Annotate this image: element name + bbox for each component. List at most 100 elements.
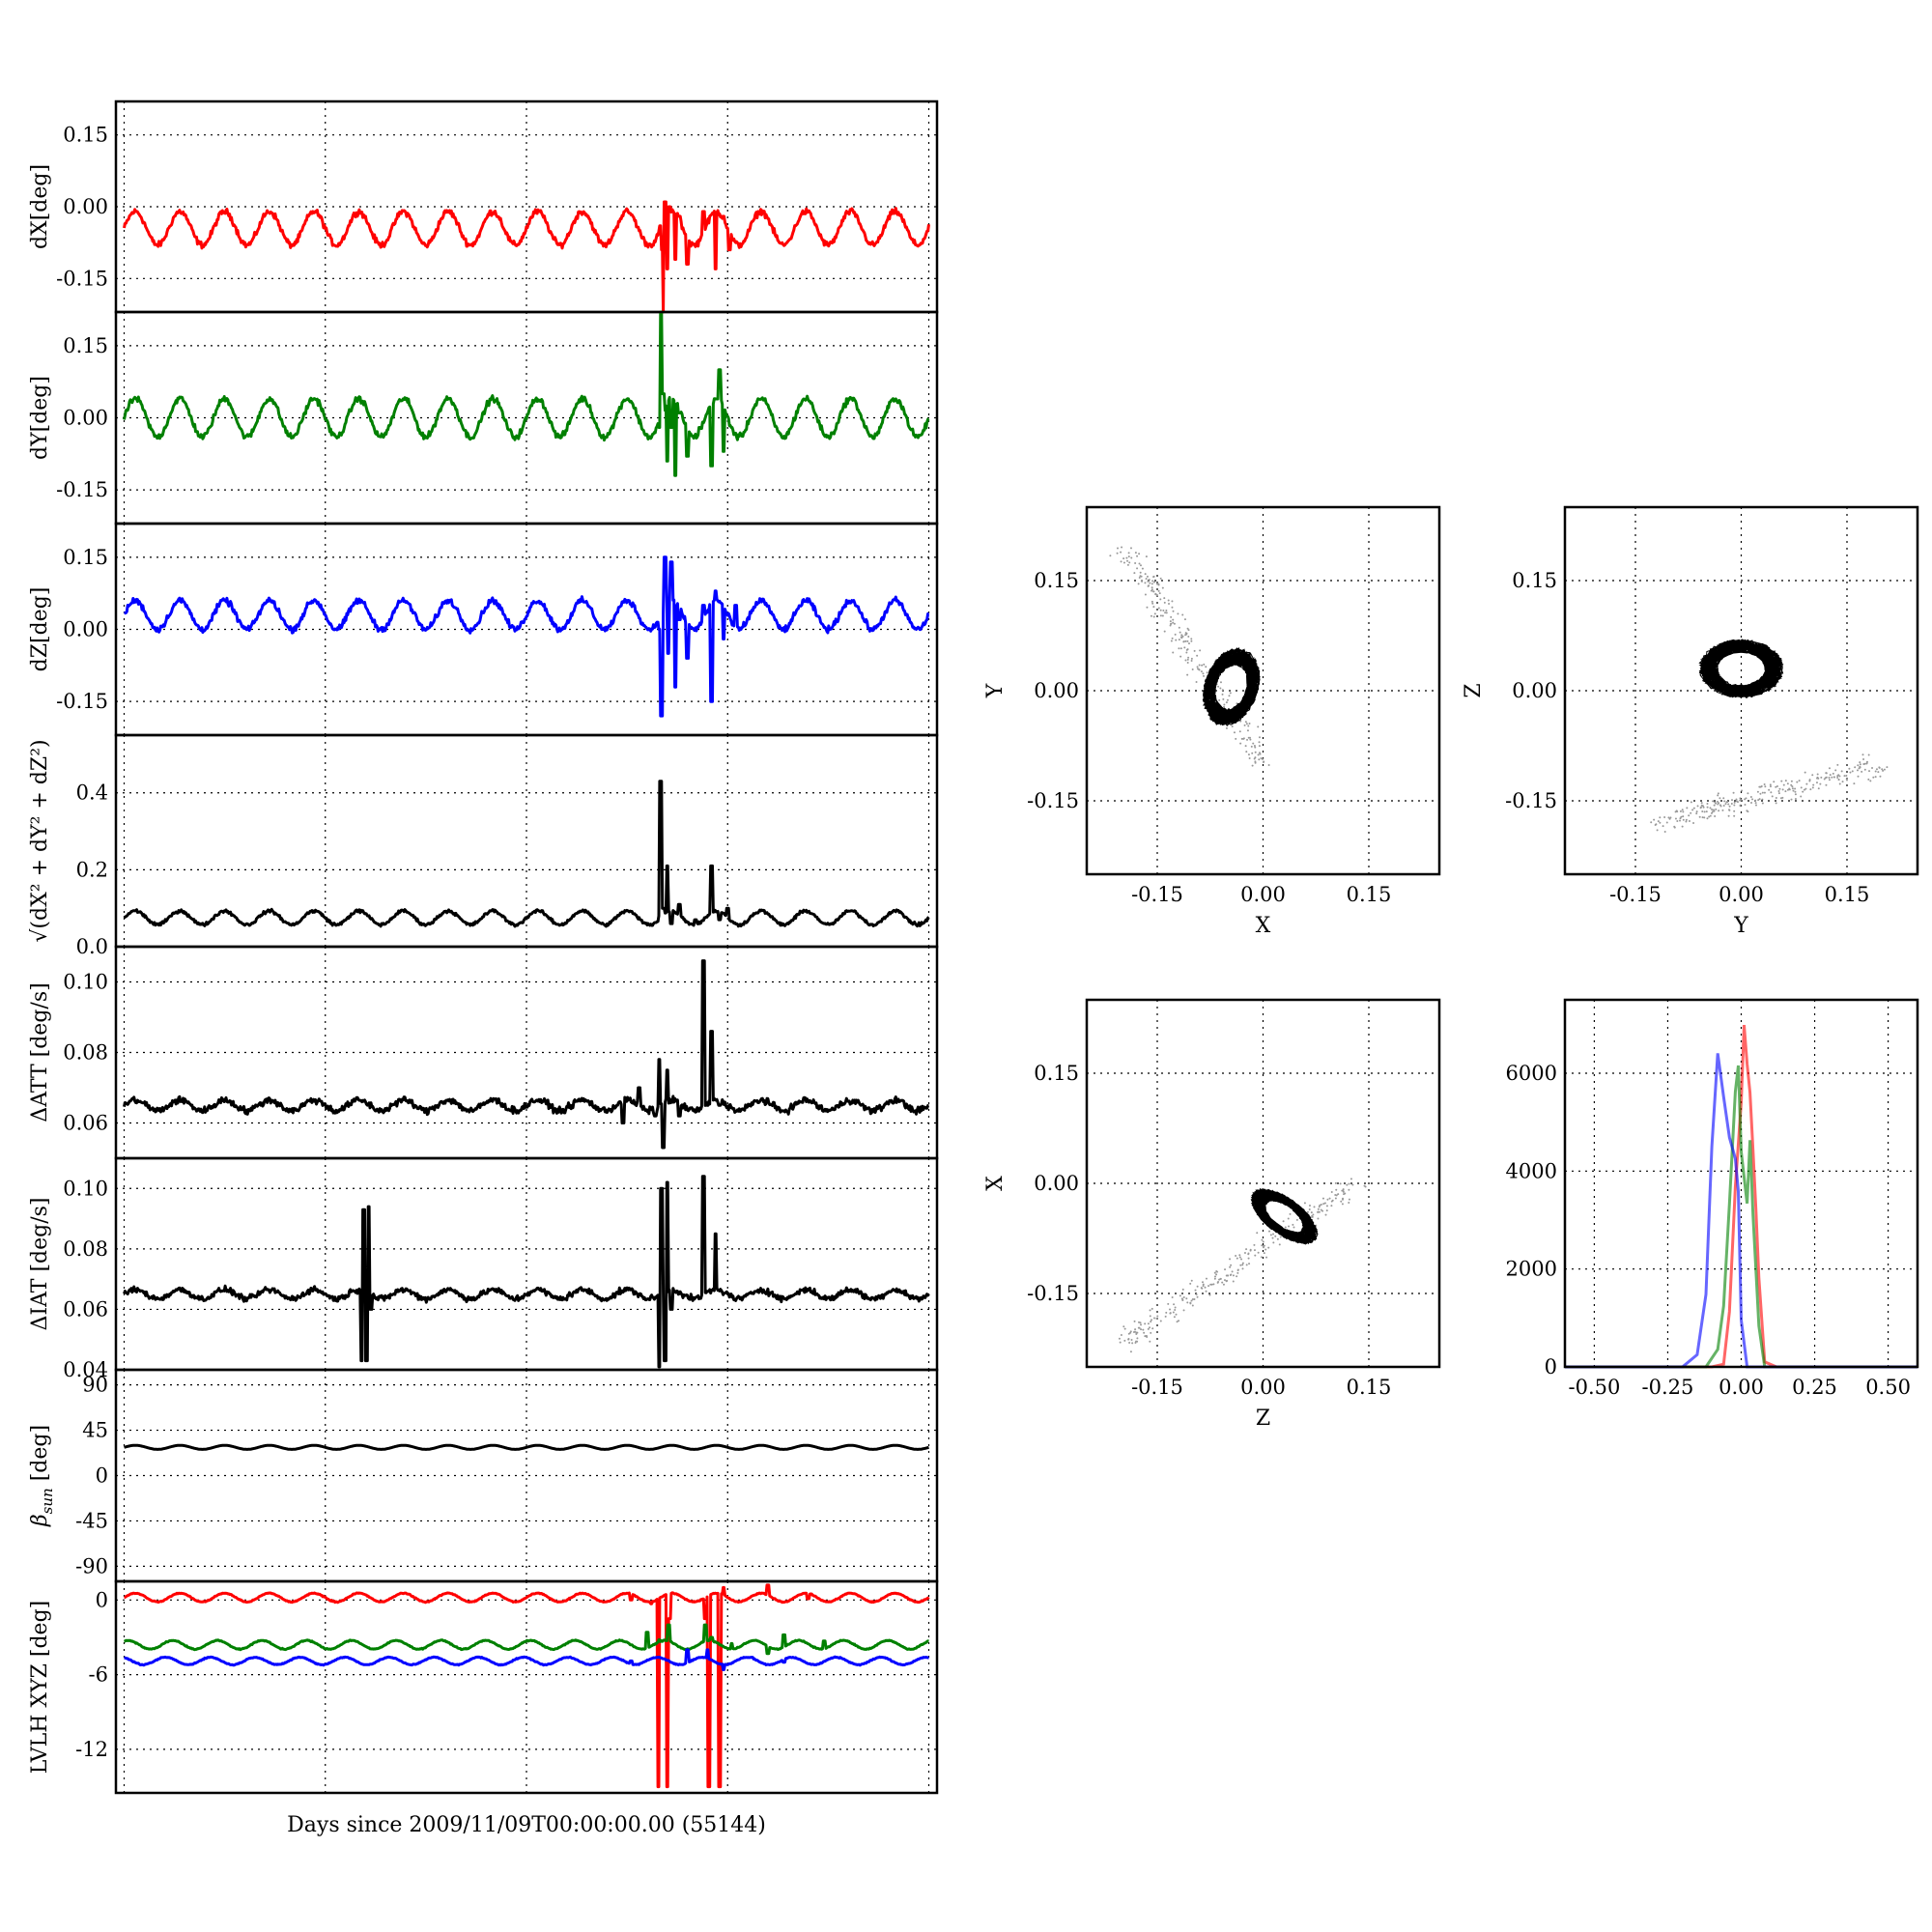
xtick-label: -0.50 xyxy=(1568,1376,1620,1399)
scatter-point xyxy=(1147,580,1150,582)
scatter-point xyxy=(1253,745,1256,748)
scatter-point xyxy=(1709,807,1712,810)
scatter-point xyxy=(1348,1182,1350,1185)
scatter-point xyxy=(1186,662,1189,665)
scatter-point xyxy=(1867,753,1870,756)
scatter-point xyxy=(1776,784,1778,787)
scatter-point xyxy=(1128,1342,1131,1345)
scatter-point xyxy=(1152,590,1155,593)
scatter-point xyxy=(1663,816,1666,819)
scatter-point xyxy=(1838,782,1841,785)
scatter-point xyxy=(1240,737,1243,740)
scatter-point xyxy=(1136,1340,1139,1343)
scatter-trace xyxy=(1250,1187,1319,1245)
scatter-point xyxy=(1321,1209,1324,1212)
scatter-point xyxy=(1222,1283,1225,1286)
scatter-point xyxy=(1825,783,1828,786)
scatter-point xyxy=(1225,1280,1228,1283)
scatter-point xyxy=(1196,1295,1199,1298)
scatter-point xyxy=(1841,781,1844,783)
scatter-point xyxy=(1745,797,1747,800)
axes-frame xyxy=(1563,998,1919,1369)
scatter-point xyxy=(1714,801,1717,804)
scatter-point xyxy=(1179,636,1182,639)
scatter-point xyxy=(1343,1193,1346,1196)
scatter-point xyxy=(1292,1223,1294,1226)
scatter-point xyxy=(1659,821,1662,824)
scatter-point xyxy=(1205,1290,1208,1293)
xlabel: Z xyxy=(1256,1406,1270,1431)
scatter-point xyxy=(1731,799,1734,802)
scatter-point xyxy=(1701,816,1704,819)
scatter-point xyxy=(1121,546,1123,549)
scatter-point xyxy=(1186,1301,1189,1304)
scatter-point xyxy=(1185,1297,1188,1300)
scatter-point xyxy=(1249,738,1252,741)
scatter-point xyxy=(1165,1311,1168,1314)
scatter-point xyxy=(1701,810,1704,813)
scatter-point xyxy=(1685,820,1688,823)
scatter-point xyxy=(1137,1326,1140,1329)
scatter-point xyxy=(1723,800,1726,803)
scatter-point xyxy=(1258,736,1261,739)
scatter-point xyxy=(1219,681,1222,684)
series-line xyxy=(123,555,930,718)
scatter-point xyxy=(1700,802,1703,805)
scatter-point xyxy=(1334,1181,1337,1184)
scatter-point xyxy=(1145,555,1148,558)
scatter-point xyxy=(1129,1350,1132,1353)
scatter-point xyxy=(1198,664,1201,667)
scatter-point xyxy=(1264,1248,1267,1251)
scatter-point xyxy=(1272,1233,1275,1236)
scatter-point xyxy=(1199,649,1202,652)
scatter-point xyxy=(1138,577,1141,580)
scatter-point xyxy=(1178,1320,1180,1322)
scatter-point xyxy=(1722,797,1725,800)
scatter-point xyxy=(1728,805,1731,808)
ytick-label: 0.4 xyxy=(76,781,108,805)
scatter-point xyxy=(1134,1342,1137,1345)
scatter-point xyxy=(1149,1340,1151,1343)
scatter-point xyxy=(1184,633,1187,636)
scatter-point xyxy=(1168,602,1171,605)
series-line xyxy=(123,780,930,928)
axes-frame xyxy=(1563,505,1919,876)
scatter-point xyxy=(1179,647,1182,650)
scatter-point xyxy=(1775,802,1777,805)
scatter-point xyxy=(1845,779,1848,781)
scatter-point xyxy=(1123,1327,1126,1330)
scatter-point xyxy=(1330,1205,1333,1208)
xtick-label: 0.00 xyxy=(1719,883,1764,906)
scatter-point xyxy=(1703,810,1706,813)
scatter-point xyxy=(1151,1319,1153,1321)
scatter-point xyxy=(1310,1211,1313,1214)
scatter-point xyxy=(1221,689,1224,692)
scatter-point xyxy=(1171,600,1174,603)
scatter-point xyxy=(1242,737,1245,740)
scatter-point xyxy=(1134,561,1137,564)
scatter-point xyxy=(1790,798,1793,801)
scatter-point xyxy=(1306,1210,1309,1213)
scatter-point xyxy=(1141,567,1144,570)
xtick-label: -0.15 xyxy=(1609,883,1662,906)
scatter-point xyxy=(1695,812,1698,815)
scatter-point xyxy=(1838,775,1841,778)
scatter-point xyxy=(1122,1325,1125,1328)
scatter-point xyxy=(1134,552,1137,554)
scatter-point xyxy=(1733,801,1736,804)
panel-r: 0.0 0.2 0.4 √(dX² + dY² + dZ²) xyxy=(28,733,939,958)
scatter-point xyxy=(1144,573,1147,576)
scatter-point xyxy=(1171,1296,1174,1299)
scatter-point xyxy=(1243,724,1246,726)
scatter-point xyxy=(1180,1297,1183,1300)
scatter-point xyxy=(1775,796,1777,799)
scatter-point xyxy=(1139,1321,1142,1324)
scatter-point xyxy=(1317,1217,1320,1220)
scatter-point xyxy=(1794,787,1797,790)
scatter-point xyxy=(1836,777,1839,780)
scatter-point xyxy=(1328,1197,1331,1200)
scatter-point xyxy=(1245,1248,1248,1251)
scatter-point xyxy=(1695,810,1698,813)
ylabel: Z xyxy=(1462,683,1486,697)
panel-dx: -0.15 0.00 0.15 dX[deg] xyxy=(28,99,939,314)
